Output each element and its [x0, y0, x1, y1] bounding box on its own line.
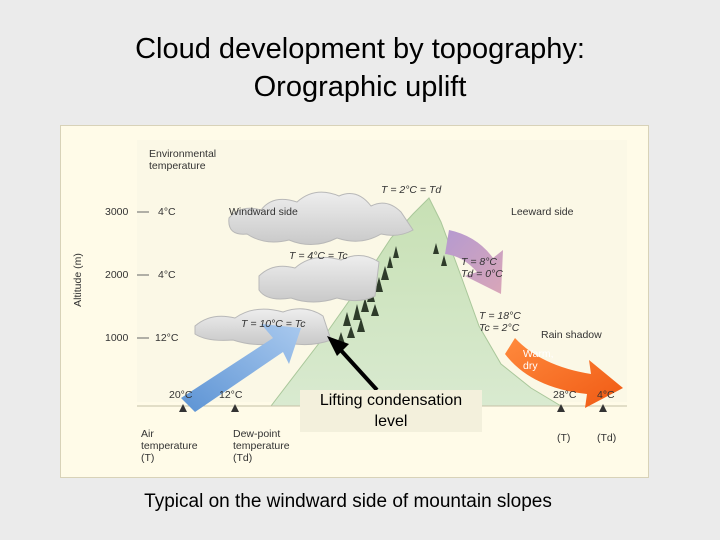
lower-cloud-label: T = 10°C = Tc: [241, 318, 306, 330]
lcl-pointer-line: [335, 344, 379, 392]
descending-air-arrow: [445, 230, 503, 294]
leeward-label: Leeward side: [511, 206, 574, 218]
air-temp-line-2: temperature: [141, 440, 198, 452]
t-right-label: (T): [557, 432, 571, 444]
warm-dry-arrow: [505, 338, 623, 408]
lcl-line-1: Lifting condensation: [319, 392, 463, 409]
temp-1000: 12°C: [155, 332, 179, 344]
air-temp-line-1: Air: [141, 428, 154, 440]
dew-point-line-2: temperature: [233, 440, 290, 452]
base-right-temp: 28°C: [553, 389, 577, 401]
base-air-temp: 20°C: [169, 389, 193, 401]
descent-upper-line-1: T = 8°C: [461, 256, 498, 268]
base-markers: [179, 404, 607, 412]
descent-upper-line-2: Td = 0°C: [461, 268, 503, 280]
warm-dry-line-1: Warm,: [523, 348, 554, 360]
lcl-label: Lifting condensation level: [300, 390, 482, 432]
temp-3000: 4°C: [158, 206, 176, 218]
base-right-dew: 4°C: [597, 389, 615, 401]
descent-lower-line-1: T = 18°C: [479, 310, 521, 322]
temp-2000: 4°C: [158, 269, 176, 281]
altitude-ticks: [137, 211, 149, 339]
dew-point-line-3: (Td): [233, 452, 253, 464]
axis-title: Altitude (m): [71, 253, 84, 307]
upper-cloud-label: T = 4°C = Tc: [289, 250, 348, 262]
slide-title: Cloud development by topography: Orograp…: [0, 30, 720, 106]
descent-lower-label: T = 18°C Tc = 2°C: [479, 310, 521, 334]
warm-dry-line-2: dry: [523, 360, 538, 372]
base-dew-temp: 12°C: [219, 389, 243, 401]
td-right-label: (Td): [597, 432, 617, 444]
alt-2000: 2000: [105, 269, 129, 281]
summit-label: T = 2°C = Td: [381, 184, 442, 196]
env-temp-line-2: temperature: [149, 160, 206, 172]
title-line-2: Orographic uplift: [253, 71, 467, 103]
upper-cloud: [228, 191, 414, 245]
descent-upper-label: T = 8°C Td = 0°C: [461, 256, 503, 280]
alt-1000: 1000: [105, 332, 129, 344]
air-temp-label: Air temperature (T): [141, 428, 198, 464]
lcl-line-2: level: [374, 413, 408, 430]
env-temp-line-1: Environmental: [149, 148, 217, 160]
rising-air-arrow: [181, 324, 301, 412]
lcl-pointer-head: [327, 336, 349, 356]
figure-graphics: [137, 140, 627, 412]
windward-label: Windward side: [229, 206, 298, 218]
dew-point-line-1: Dew-point: [233, 428, 281, 440]
dew-point-label: Dew-point temperature (Td): [233, 428, 290, 464]
alt-3000: 3000: [105, 206, 129, 218]
env-temp-label: Environmental temperature: [149, 148, 216, 172]
middle-cloud: [258, 255, 380, 303]
title-line-1: Cloud development by topography:: [135, 33, 585, 65]
air-temp-line-3: (T): [141, 452, 155, 464]
descent-lower-line-2: Tc = 2°C: [479, 322, 520, 334]
orographic-figure: Environmental temperature Altitude (m) 3…: [60, 125, 649, 478]
slide-caption: Typical on the windward side of mountain…: [144, 491, 552, 512]
warm-dry-label: Warm, dry: [523, 348, 554, 372]
rain-shadow-label: Rain shadow: [541, 329, 602, 341]
